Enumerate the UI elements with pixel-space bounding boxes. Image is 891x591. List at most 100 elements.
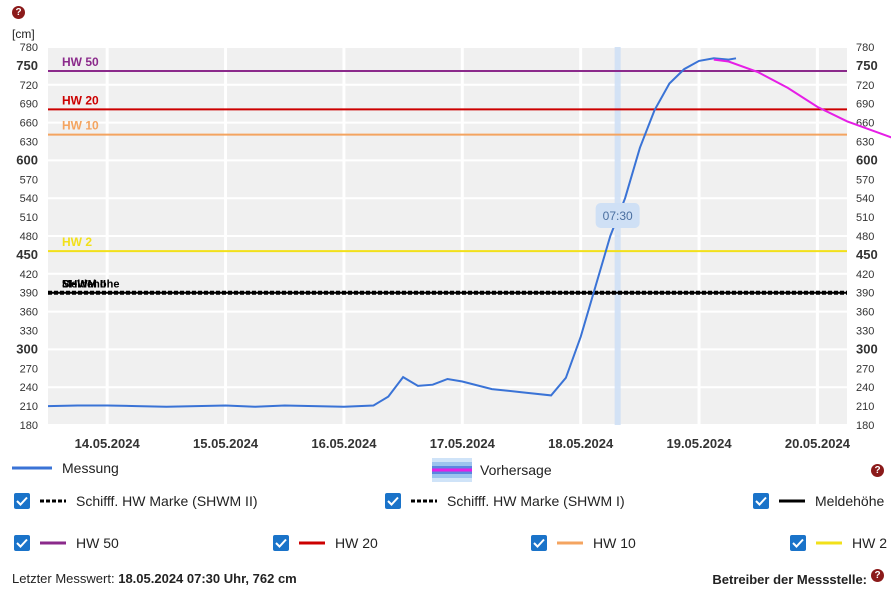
x-tick-label: 16.05.2024 (311, 436, 377, 451)
y-tick-label-right: 180 (856, 420, 874, 432)
legend-hw2[interactable]: HW 2 (790, 535, 887, 551)
legend-hw50[interactable]: HW 50 (14, 535, 119, 551)
checkbox-hw20[interactable] (273, 535, 289, 551)
legend-messung[interactable]: Messung (12, 460, 119, 476)
checkmark-icon (275, 538, 287, 548)
y-tick-label-right: 540 (856, 193, 874, 205)
last-value-info: Letzter Messwert: 18.05.2024 07:30 Uhr, … (12, 571, 297, 586)
y-tick-label-left: 240 (20, 382, 38, 394)
y-tick-label-left: 660 (20, 118, 38, 130)
legend-hw50-label: HW 50 (76, 535, 119, 551)
y-tick-label-right: 450 (856, 247, 878, 262)
checkbox-shwm1[interactable] (385, 493, 401, 509)
checkbox-hw10[interactable] (531, 535, 547, 551)
legend-hw2-label: HW 2 (852, 535, 887, 551)
x-tick-label: 20.05.2024 (785, 436, 851, 451)
forecast-band-icon (432, 458, 472, 482)
last-value-label: Letzter Messwert: (12, 571, 115, 586)
forecast-line (713, 58, 891, 139)
y-tick-label-right: 360 (856, 307, 874, 319)
marker-label-390: SHWM II (62, 279, 106, 291)
y-tick-label-right: 330 (856, 326, 874, 338)
y-tick-label-right: 690 (856, 99, 874, 111)
y-tick-label-right: 300 (856, 341, 878, 356)
y-tick-label-right: 630 (856, 137, 874, 149)
measurement-line-icon (12, 466, 52, 470)
legend-shwm1-label: Schifff. HW Marke (SHWM I) (447, 493, 625, 509)
y-tick-label-left: 720 (20, 80, 38, 92)
x-tick-label: 18.05.2024 (548, 436, 614, 451)
water-level-chart[interactable]: 180 180 210 210 240 240 270 270 300 300 330 330 360 3… (0, 0, 891, 460)
legend-shwm2-label: Schifff. HW Marke (SHWM II) (76, 493, 258, 509)
legend-shwm1[interactable]: Schifff. HW Marke (SHWM I) (385, 493, 625, 509)
checkmark-icon (755, 496, 767, 506)
legend-shwm2[interactable]: Schifff. HW Marke (SHWM II) (14, 493, 258, 509)
y-tick-label-right: 510 (856, 212, 874, 224)
y-tick-label-left: 450 (16, 247, 38, 262)
operator-help-icon[interactable]: ? (871, 569, 884, 582)
checkbox-meldehoehe[interactable] (753, 493, 769, 509)
y-tick-label-right: 420 (856, 269, 874, 281)
legend-row-hw: HW 50 HW 20 HW 10 HW 2 (0, 535, 891, 559)
legend-hw20[interactable]: HW 20 (273, 535, 378, 551)
legend-hw20-label: HW 20 (335, 535, 378, 551)
current-time-band (614, 47, 621, 425)
x-tick-label: 14.05.2024 (75, 436, 141, 451)
legend-row-markers: Schifff. HW Marke (SHWM II) Schifff. HW … (0, 493, 891, 517)
legend-vorhersage-label: Vorhersage (480, 462, 552, 478)
y-tick-label-left: 780 (20, 42, 38, 54)
checkmark-icon (533, 538, 545, 548)
y-tick-label-right: 600 (856, 152, 878, 167)
x-tick-label: 19.05.2024 (666, 436, 732, 451)
x-tick-label: 17.05.2024 (430, 436, 496, 451)
checkbox-hw2[interactable] (790, 535, 806, 551)
legend-hw10[interactable]: HW 10 (531, 535, 636, 551)
marker-label-390: SHWM I (62, 279, 103, 291)
legend-vorhersage[interactable]: Vorhersage (432, 458, 552, 482)
tooltip-box (595, 203, 640, 228)
y-tick-label-left: 600 (16, 152, 38, 167)
legend-help-icon[interactable]: ? (871, 464, 884, 477)
tooltip-time-label: 07:30 (603, 209, 633, 223)
checkmark-icon (792, 538, 804, 548)
orange-line-icon (557, 541, 583, 545)
y-tick-label-right: 720 (856, 80, 874, 92)
checkbox-shwm2[interactable] (14, 493, 30, 509)
y-tick-label-left: 420 (20, 269, 38, 281)
y-tick-label-left: 690 (20, 99, 38, 111)
y-tick-label-left: 510 (20, 212, 38, 224)
checkmark-icon (16, 496, 28, 506)
y-tick-label-left: 630 (20, 137, 38, 149)
y-tick-label-left: 300 (16, 341, 38, 356)
solid-black-line-icon (779, 499, 805, 503)
y-tick-label-right: 210 (856, 401, 874, 413)
checkmark-icon (16, 538, 28, 548)
marker-label-390: Meldehöhe (62, 279, 119, 291)
y-tick-label-left: 180 (20, 420, 38, 432)
y-tick-label-right: 240 (856, 382, 874, 394)
y-tick-label-left: 750 (16, 58, 38, 73)
y-tick-label-left: 540 (20, 193, 38, 205)
y-tick-label-left: 390 (20, 288, 38, 300)
legend-meldehoehe-label: Meldehöhe (815, 493, 885, 509)
y-tick-label-right: 570 (856, 174, 874, 186)
red-line-icon (299, 541, 325, 545)
y-tick-label-left: 330 (20, 326, 38, 338)
y-tick-label-left: 270 (20, 363, 38, 375)
y-tick-label-right: 780 (856, 42, 874, 54)
legend-messung-label: Messung (62, 460, 119, 476)
x-tick-label: 15.05.2024 (193, 436, 259, 451)
y-tick-label-right: 270 (856, 363, 874, 375)
y-tick-label-left: 480 (20, 231, 38, 243)
threshold-label: HW 10 (62, 119, 99, 133)
measurement-line (47, 57, 737, 408)
y-tick-label-right: 480 (856, 231, 874, 243)
checkmark-icon (387, 496, 399, 506)
legend-meldehoehe[interactable]: Meldehöhe (753, 493, 884, 509)
help-icon[interactable]: ? (12, 6, 25, 19)
last-value: 18.05.2024 07:30 Uhr, 762 cm (118, 571, 297, 586)
threshold-label: HW 2 (62, 235, 92, 249)
checkbox-hw50[interactable] (14, 535, 30, 551)
operator-label: Betreiber der Messstelle: (712, 572, 867, 587)
operator-info: Betreiber der Messstelle: (712, 572, 867, 587)
